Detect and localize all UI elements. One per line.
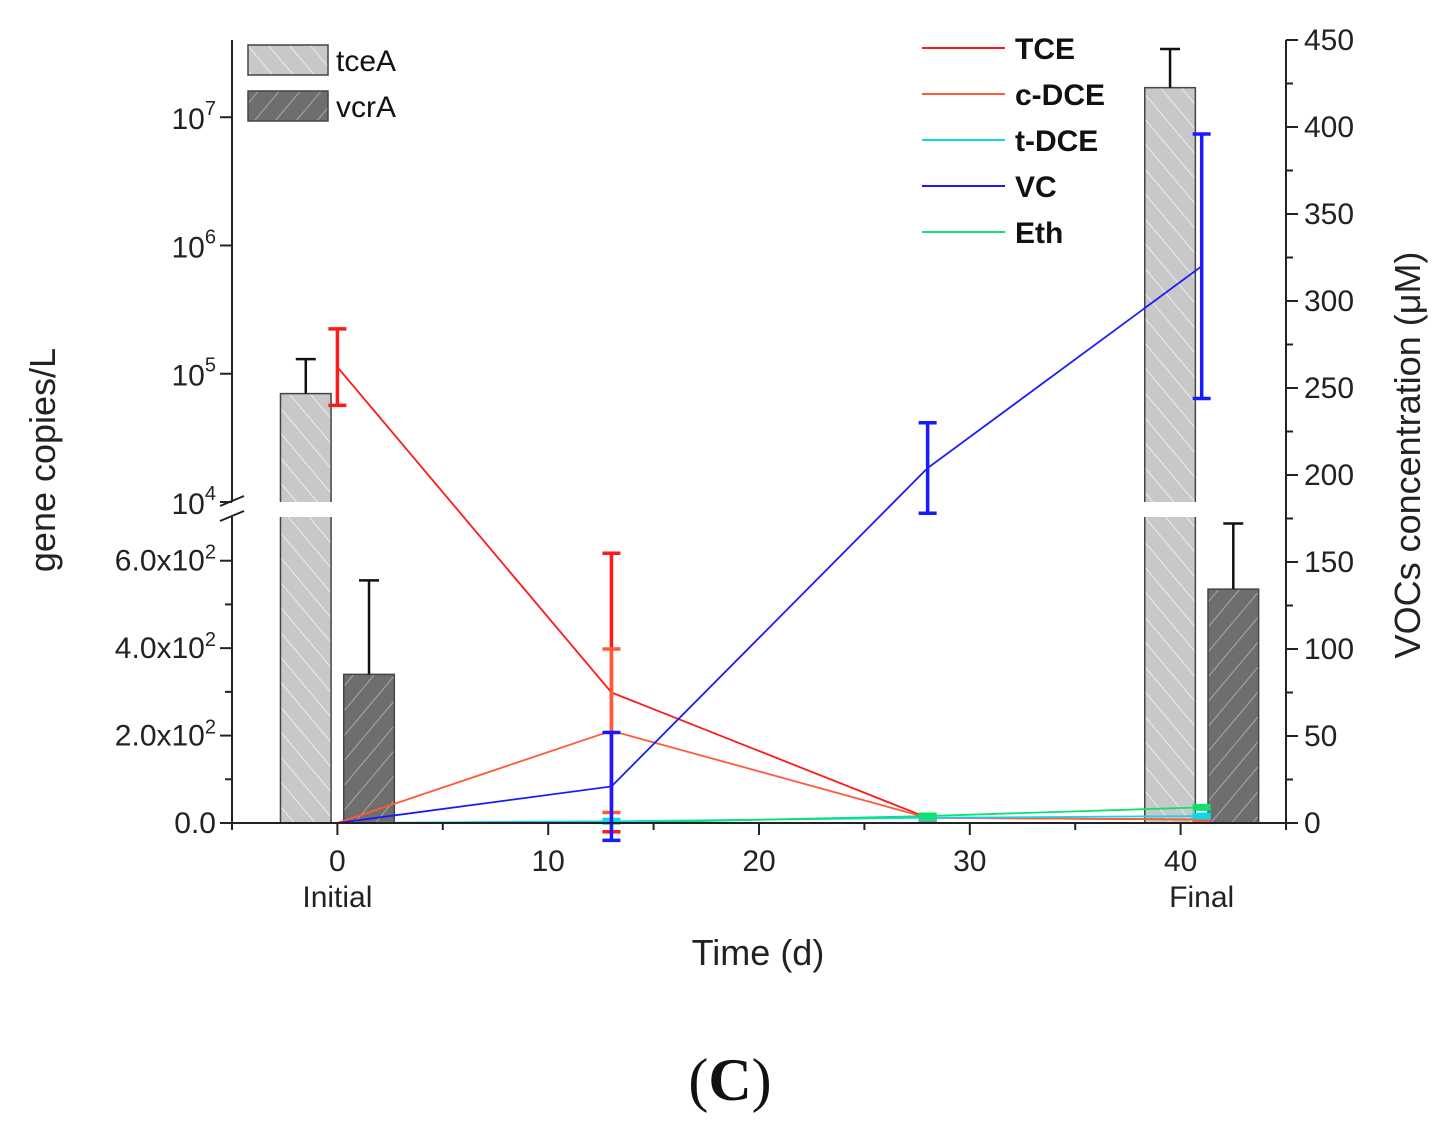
legend-label-t-dce: t-DCE	[1015, 125, 1098, 158]
y-right-tick-label-2: 100	[1304, 633, 1354, 666]
x-tick-label-3: 30	[953, 845, 986, 878]
y-left-log-label-0: 104	[172, 483, 217, 521]
y-left-lin-label-3: 6.0x102	[115, 542, 216, 578]
x-tick-label-0: 0	[329, 845, 346, 878]
y-left-lin-label-1: 2.0x102	[115, 717, 216, 753]
bar-tceA-final	[1144, 86, 1197, 824]
y-right-tick-label-9: 450	[1304, 24, 1354, 57]
x-tick-label-1: 10	[532, 845, 565, 878]
y-left-log-label-1: 105	[172, 355, 217, 393]
legend-label-tce: TCE	[1015, 33, 1075, 66]
axis-break-band	[234, 502, 1284, 517]
lines-layer	[328, 132, 1211, 843]
y-right-tick-label-4: 200	[1304, 459, 1354, 492]
x-tick-label-2: 20	[742, 845, 775, 878]
y-left-log-label-2: 106	[172, 226, 217, 264]
axis-break-mark-lower	[219, 510, 245, 522]
panel-label: (C)	[688, 1047, 771, 1113]
x-tick-label-4: 40	[1164, 845, 1197, 878]
y-left-log-label-3: 107	[172, 98, 217, 136]
x-axis-title: Time (d)	[692, 932, 825, 973]
y-left-lin-label-2: 4.0x102	[115, 629, 216, 665]
legend-label-tcea: tceA	[336, 45, 396, 78]
legend-label-c-dce: c-DCE	[1015, 79, 1105, 112]
legend-label-vcra: vcrA	[336, 91, 396, 124]
legend-layer: tceA vcrA TCE c-DCE t-DCE VC Eth	[247, 33, 1105, 250]
y-left-lin-label-0: 0.0	[174, 807, 216, 840]
bar-vcrA-initial	[342, 673, 396, 824]
legend-swatch-vcra	[247, 90, 329, 122]
panel-label-letter: C	[708, 1047, 751, 1113]
y-right-tick-label-3: 150	[1304, 546, 1354, 579]
y-right-tick-label-0: 0	[1304, 807, 1321, 840]
y-axis-right-title: VOCs concentration (μM)	[1387, 252, 1428, 659]
legend-swatch-tcea	[247, 44, 329, 76]
bar-vcrA-final	[1207, 588, 1260, 824]
y-right-tick-label-7: 350	[1304, 198, 1354, 231]
y-right-tick-label-1: 50	[1304, 720, 1337, 753]
legend-label-eth: Eth	[1015, 217, 1063, 250]
series-line-eth	[337, 806, 1202, 824]
bar-tceA-initial	[279, 392, 332, 824]
panel-label-close: )	[752, 1047, 772, 1113]
series-line-c-dce	[337, 729, 1202, 824]
y-right-tick-label-8: 400	[1304, 111, 1354, 144]
bars-layer	[234, 47, 1284, 824]
y-axis-left-title: gene copies/L	[22, 348, 63, 572]
series-line-vc	[337, 265, 1203, 824]
legend-label-vc: VC	[1015, 171, 1057, 204]
panel-label-open: (	[688, 1047, 708, 1113]
axes-layer: 0 10 20 30 40 Initial Final 0.0 2.0x102 4.0x102 6.…	[115, 24, 1354, 914]
x-category-label-final: Final	[1169, 881, 1234, 914]
y-right-tick-label-5: 250	[1304, 372, 1354, 405]
y-right-tick-label-6: 300	[1304, 285, 1354, 318]
x-category-label-initial: Initial	[302, 881, 372, 914]
series-line-tce	[336, 366, 1202, 821]
